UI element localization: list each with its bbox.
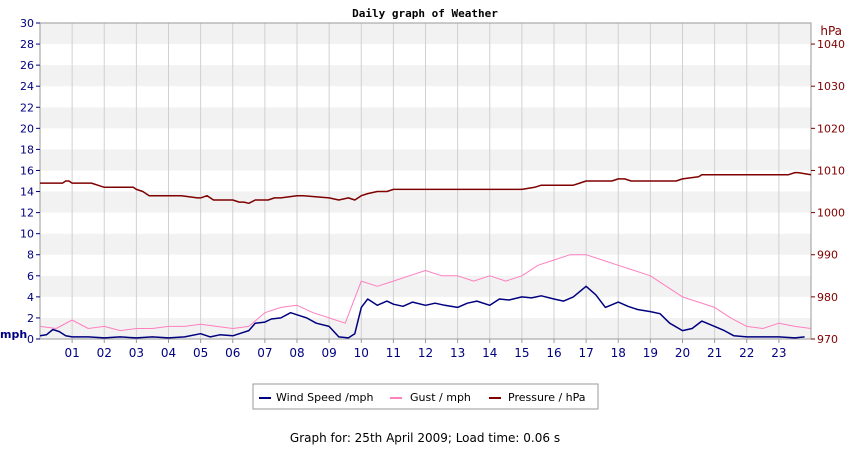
x-tick-label: 11 — [386, 346, 401, 360]
left-tick-label: 10 — [20, 228, 34, 241]
left-tick-label: 26 — [20, 59, 34, 72]
x-tick-label: 14 — [482, 346, 497, 360]
footer-status: Graph for: 25th April 2009; Load time: 0… — [289, 431, 561, 445]
right-tick-label: 980 — [817, 291, 838, 304]
x-tick-label: 10 — [354, 346, 369, 360]
left-tick-label: 0 — [27, 333, 34, 346]
left-tick-label: 16 — [20, 164, 34, 177]
x-tick-label: 01 — [64, 346, 79, 360]
right-tick-label: 990 — [817, 249, 838, 262]
right-tick-label: 1000 — [817, 207, 845, 220]
x-tick-label: 21 — [707, 346, 722, 360]
x-tick-label: 19 — [643, 346, 658, 360]
x-tick-label: 08 — [289, 346, 304, 360]
x-tick-label: 22 — [739, 346, 754, 360]
vertical-grid — [71, 23, 780, 339]
x-tick-label: 06 — [225, 346, 240, 360]
left-tick-label: 20 — [20, 122, 34, 135]
right-tick-label: 970 — [817, 333, 838, 346]
series-wind-line — [39, 285, 805, 339]
left-tick-label: 14 — [20, 186, 34, 199]
left-tick-label: 4 — [27, 291, 34, 304]
left-tick-label: 24 — [20, 80, 34, 93]
x-tick-label: 12 — [418, 346, 433, 360]
right-axis-ticks: 970 980 990 1000 1010 1020 1030 1040 — [811, 38, 845, 346]
legend-pressure-label: Pressure / hPa — [508, 391, 586, 404]
x-tick-label: 23 — [771, 346, 786, 360]
right-tick-label: 1040 — [817, 38, 845, 51]
x-tick-label: 16 — [546, 346, 561, 360]
left-tick-label: 2 — [27, 312, 34, 325]
x-tick-label: 17 — [578, 346, 593, 360]
series-group — [39, 171, 812, 339]
x-tick-label: 05 — [193, 346, 208, 360]
legend-box — [252, 383, 599, 410]
x-tick-label: 13 — [450, 346, 465, 360]
left-tick-label: 6 — [27, 270, 34, 283]
series-pressure-line — [40, 171, 812, 205]
left-tick-label: 18 — [20, 143, 34, 156]
left-tick-label: 22 — [20, 101, 34, 114]
right-tick-label: 1030 — [817, 80, 845, 93]
right-axis-unit: hPa — [820, 24, 842, 38]
x-tick-label: 18 — [611, 346, 626, 360]
left-tick-label: 30 — [20, 17, 34, 30]
x-tick-label: 15 — [514, 346, 529, 360]
chart-title: Daily graph of Weather — [352, 7, 498, 20]
legend: Wind Speed /mph Gust / mph Pressure / hP… — [252, 383, 599, 410]
left-axis-unit: mph — [0, 328, 27, 341]
legend-gust-label: Gust / mph — [410, 391, 471, 404]
legend-wind-label: Wind Speed /mph — [276, 391, 374, 404]
left-tick-label: 8 — [27, 249, 34, 262]
x-tick-label: 02 — [97, 346, 112, 360]
right-tick-label: 1010 — [817, 164, 845, 177]
series-gust-line — [39, 254, 812, 332]
x-tick-label: 20 — [675, 346, 690, 360]
left-tick-label: 12 — [20, 207, 34, 220]
left-tick-label: 28 — [20, 38, 34, 51]
x-tick-label: 03 — [129, 346, 144, 360]
x-axis-ticks: 01 02 03 04 05 06 07 08 09 10 11 12 13 14 15 16 17 18 19 20… — [64, 339, 787, 360]
right-tick-label: 1020 — [817, 122, 845, 135]
x-tick-label: 04 — [161, 346, 176, 360]
x-tick-label: 07 — [257, 346, 272, 360]
x-tick-label: 09 — [321, 346, 336, 360]
